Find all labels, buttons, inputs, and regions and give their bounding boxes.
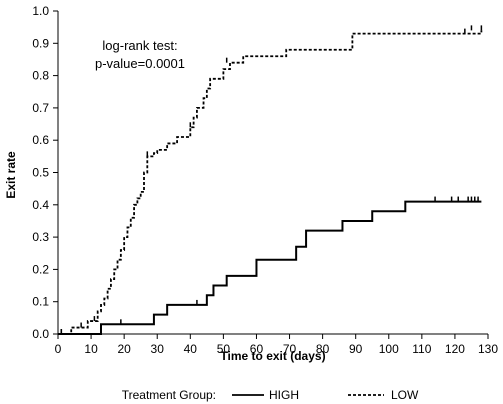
- annotation-line-1: log-rank test:: [102, 38, 177, 53]
- x-tick-label: 60: [250, 342, 264, 356]
- series-high-line: [58, 200, 482, 335]
- x-axis-title: Time to exit (days): [220, 349, 325, 363]
- x-tick-label: 90: [349, 342, 363, 356]
- y-tick-label: 0.8: [32, 69, 49, 83]
- x-tick-label: 50: [217, 342, 231, 356]
- y-axis-title: Exit rate: [4, 151, 18, 199]
- legend-label-high: HIGH: [269, 388, 299, 402]
- x-tick-label: 70: [283, 342, 297, 356]
- axes: 0.0 0.1 0.2 0.3 0.4 0.5 0.6 0.7 0.8 0.9 1.0 0 10 20 30…: [32, 4, 498, 356]
- y-tick-label: 0.3: [32, 230, 49, 244]
- y-tick-label: 0.5: [32, 166, 49, 180]
- y-tick-label: 0.1: [32, 295, 49, 309]
- x-tick-label: 80: [316, 342, 330, 356]
- y-tick-label: 0.9: [32, 36, 49, 50]
- x-tick-label: 130: [478, 342, 498, 356]
- y-tick-label: 0.7: [32, 101, 49, 115]
- y-tick-label: 0.6: [32, 133, 49, 147]
- legend-title: Treatment Group:: [122, 388, 216, 402]
- annotation-line-2: p-value=0.0001: [95, 56, 185, 71]
- legend: Treatment Group: HIGH LOW: [122, 388, 419, 402]
- y-tick-label: 0.2: [32, 262, 49, 276]
- y-tick-label: 0.0: [32, 327, 49, 341]
- x-tick-label: 110: [412, 342, 431, 356]
- x-tick-label: 10: [84, 342, 98, 356]
- y-tick-label: 1.0: [32, 4, 49, 18]
- y-tick-label: 0.4: [32, 198, 49, 212]
- series-low-line: [58, 30, 483, 335]
- legend-label-low: LOW: [391, 388, 419, 402]
- x-tick-label: 100: [379, 342, 399, 356]
- x-tick-label: 0: [55, 342, 62, 356]
- x-tick-label: 40: [184, 342, 198, 356]
- x-tick-label: 30: [151, 342, 165, 356]
- x-tick-label: 20: [117, 342, 131, 356]
- x-tick-label: 120: [445, 342, 465, 356]
- series-layer: [58, 25, 483, 335]
